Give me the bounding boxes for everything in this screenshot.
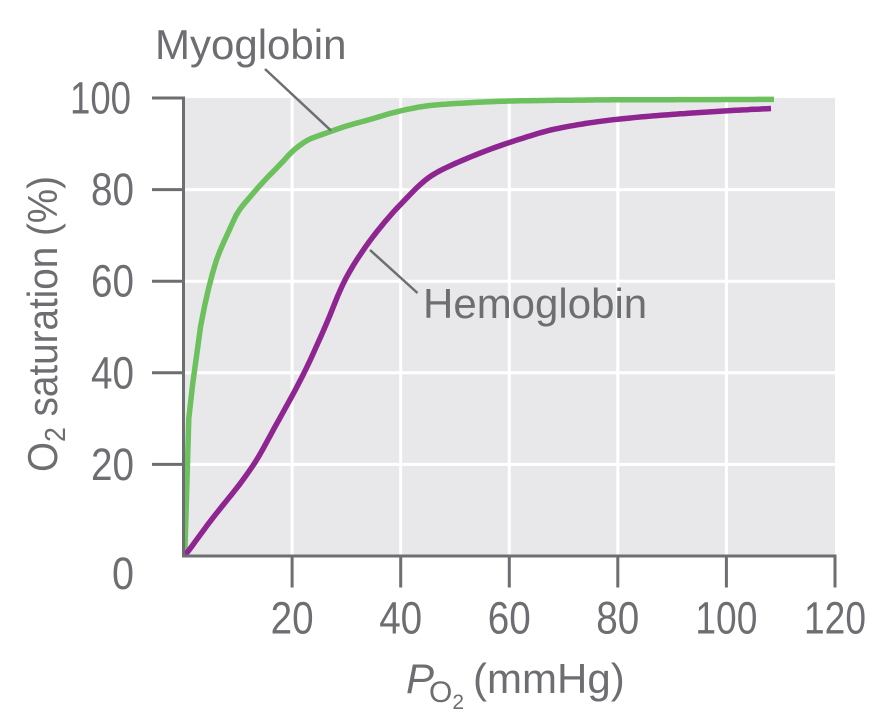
svg-text:0: 0 [112,548,134,599]
svg-text:120: 120 [804,593,866,644]
svg-text:Myoglobin: Myoglobin [155,21,346,68]
svg-text:PO2(mmHg): PO2(mmHg) [406,655,625,714]
svg-text:100: 100 [695,593,757,644]
svg-text:O2 saturation (%): O2 saturation (%) [19,176,72,472]
svg-text:40: 40 [379,593,422,644]
svg-text:60: 60 [488,593,531,644]
svg-text:80: 80 [91,164,134,215]
svg-text:60: 60 [91,256,134,307]
svg-text:40: 40 [91,347,134,398]
svg-text:20: 20 [271,593,314,644]
svg-text:Hemoglobin: Hemoglobin [423,280,647,327]
svg-text:80: 80 [596,593,639,644]
svg-text:20: 20 [91,439,134,490]
svg-text:100: 100 [70,73,131,124]
